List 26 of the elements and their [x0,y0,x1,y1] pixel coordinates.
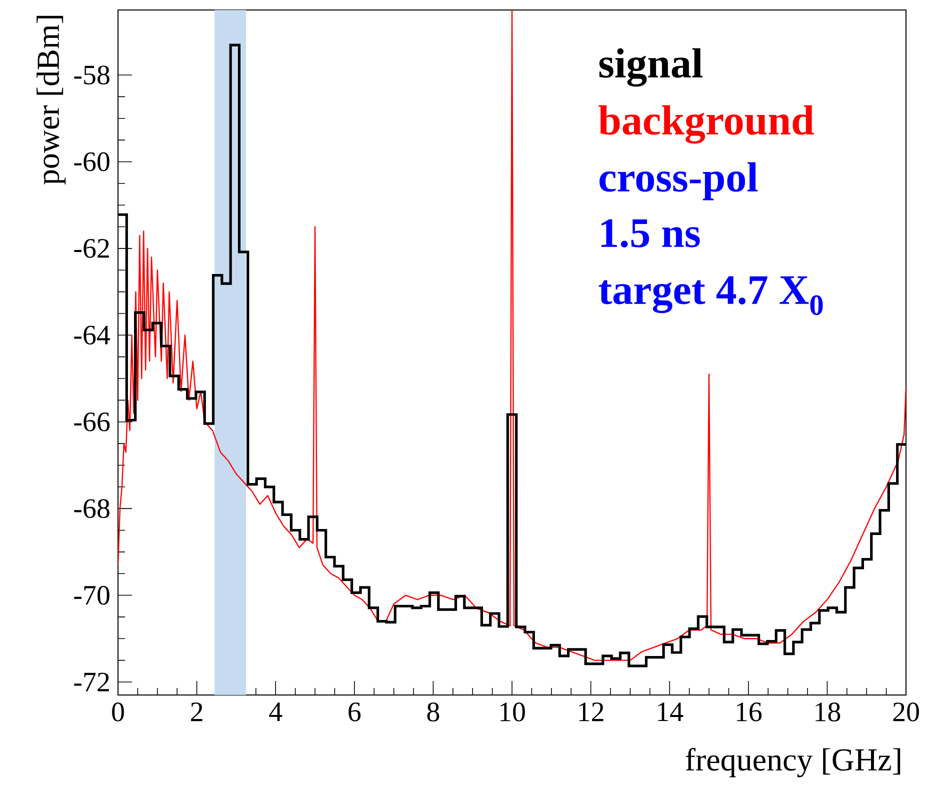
text: signal [599,48,702,87]
y-tick-label: -72 [74,672,109,692]
annotation: 1.5 ns [601,219,700,248]
x-tick-label: 10 [500,702,525,722]
x-tick-label: 4 [269,702,282,721]
text: background [598,105,814,144]
y-tick-label: -58 [74,66,110,84]
x-tick-label: 0 [112,702,124,722]
y-tick-label: -68 [74,499,110,518]
annotation: target 4.7 X$_{0}$ [598,276,823,316]
y-tick-label: -64 [74,326,110,345]
x-tick-label: 12 [579,702,604,722]
x-tick-label: 18 [816,702,840,722]
y-tick-label: -62 [74,239,109,258]
x-axis-title: frequency [GHz] [686,748,900,778]
y-tick-label: -70 [74,586,110,605]
y-tick-label: -66 [74,412,110,432]
x-tick-label: 8 [427,702,440,722]
x-tick-label: 16 [736,702,762,722]
y-tick-label: -60 [74,152,110,172]
x-tick-label: 14 [658,702,684,722]
y-axis-title: power [dBm] [36,16,66,185]
x-tick-label: 6 [348,702,361,722]
annotation: cross-pol [600,162,758,200]
x-tick-label: 20 [893,702,919,722]
x-tick-label: 2 [191,702,202,722]
